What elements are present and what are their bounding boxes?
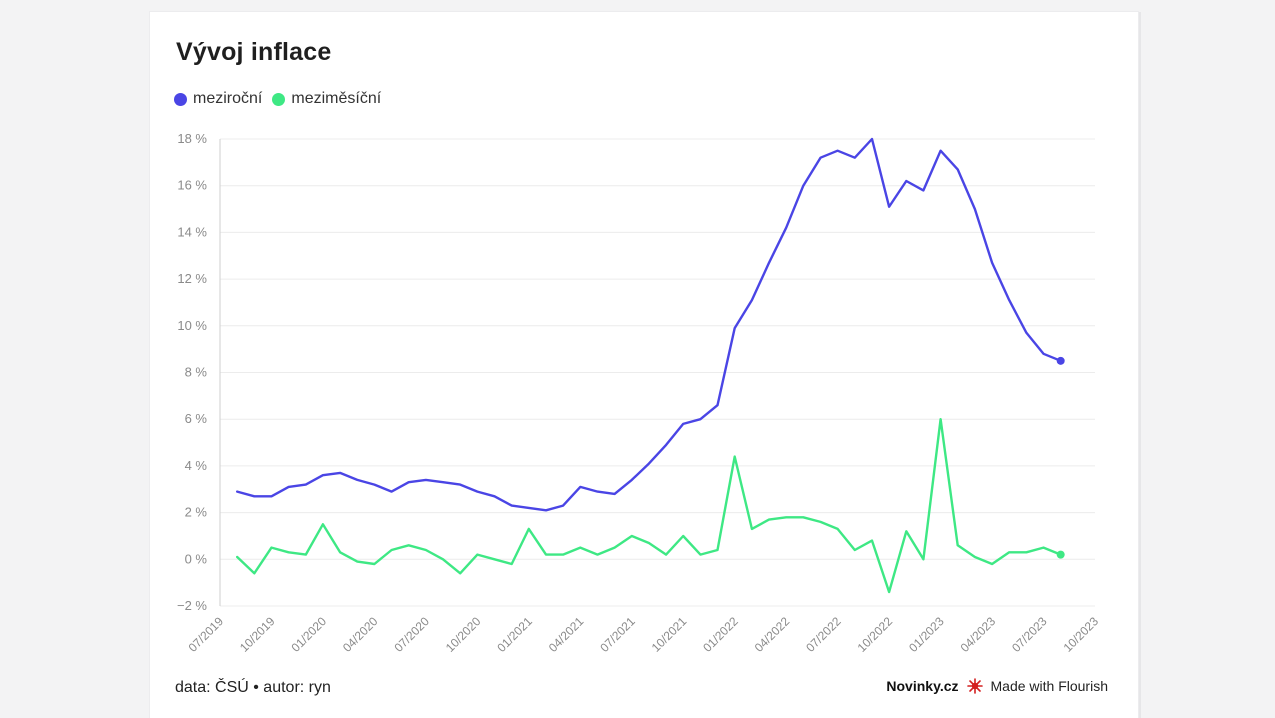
line-chart: −2 % 0 % 2 % 4 % 6 % 8 % 10 % 12 % 14 % 16 % 18 % 0…	[177, 131, 1102, 655]
flourish-logo-icon	[966, 678, 983, 694]
chart-card: Vývoj inflace meziroční meziměsíční −2 %…	[150, 12, 1138, 718]
y-tick-label: 0 %	[185, 551, 208, 566]
legend-dot-mom	[272, 92, 286, 106]
y-tick-label: 18 %	[177, 131, 207, 146]
series-end-point-mom	[1056, 550, 1065, 559]
legend-label-yoy: meziroční	[193, 90, 263, 107]
x-tick-label: 01/2021	[494, 614, 535, 655]
source-note: data: ČSÚ • autor: ryn	[175, 679, 331, 696]
x-tick-label: 04/2023	[958, 614, 999, 655]
y-tick-label: 4 %	[185, 458, 208, 473]
x-tick-label: 07/2022	[803, 614, 844, 655]
chart-title: Vývoj inflace	[176, 38, 332, 66]
legend-item-mom[interactable]: meziměsíční	[272, 90, 381, 108]
y-tick-label: 10 %	[177, 318, 207, 333]
y-tick-label: 14 %	[177, 224, 207, 239]
x-tick-label: 01/2022	[700, 614, 741, 655]
made-with-flourish-link[interactable]: Made with Flourish	[990, 678, 1109, 694]
x-tick-label: 01/2023	[906, 614, 947, 655]
legend-dot-yoy	[174, 92, 187, 106]
legend: meziroční meziměsíční	[174, 90, 381, 108]
y-tick-label: −2 %	[177, 598, 207, 613]
x-tick-label: 10/2019	[237, 614, 278, 655]
y-tick-label: 6 %	[185, 411, 208, 426]
x-tick-label: 04/2020	[340, 614, 381, 655]
x-tick-label: 07/2023	[1009, 614, 1050, 655]
x-tick-label: 10/2021	[649, 614, 690, 655]
x-tick-label: 04/2021	[546, 614, 587, 655]
x-tick-label: 07/2021	[597, 614, 638, 655]
y-tick-label: 8 %	[185, 365, 208, 380]
series-line-mom	[235, 418, 1062, 594]
y-tick-label: 2 %	[185, 505, 208, 520]
series-end-point-yoy	[1056, 356, 1065, 365]
legend-label-mom: meziměsíční	[291, 90, 382, 107]
x-tick-label: 07/2019	[186, 614, 227, 655]
x-tick-label: 10/2023	[1061, 614, 1102, 655]
y-tick-label: 12 %	[177, 271, 207, 286]
footer-branding: Novinky.cz Made with Flourish	[886, 678, 1108, 694]
x-tick-label: 04/2022	[752, 614, 793, 655]
x-tick-label: 10/2022	[855, 614, 896, 655]
novinky-logo[interactable]: Novinky.cz	[886, 678, 959, 694]
legend-item-yoy[interactable]: meziroční	[174, 90, 262, 108]
series-line-yoy	[235, 137, 1062, 512]
x-tick-label: 07/2020	[391, 614, 432, 655]
x-tick-label: 01/2020	[288, 614, 329, 655]
x-tick-label: 10/2020	[443, 614, 484, 655]
y-tick-label: 16 %	[177, 178, 207, 193]
